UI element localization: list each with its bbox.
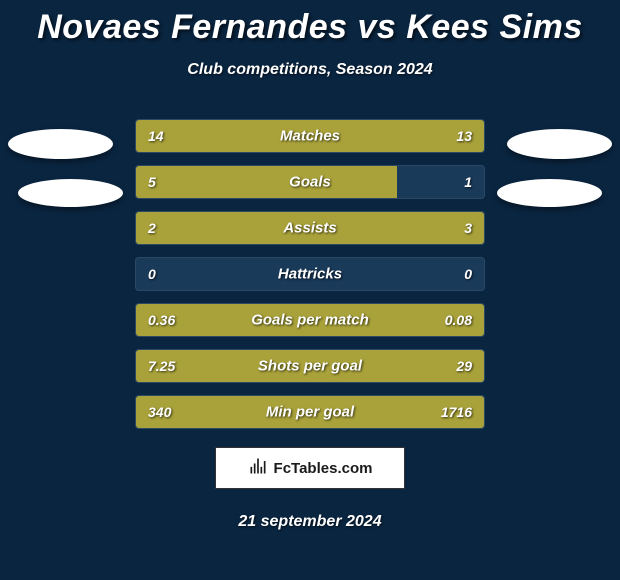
footer-text: FcTables.com [274, 460, 373, 477]
stat-row: Goals5 1 [135, 165, 485, 199]
stat-row: Shots per goal7.25 29 [135, 349, 485, 383]
stat-value-left: 0.36 [148, 312, 175, 328]
page-title: Novaes Fernandes vs Kees Sims [0, 0, 620, 47]
stat-value-right: 1 [464, 174, 472, 190]
date-label: 21 september 2024 [0, 513, 620, 531]
stat-value-right: 29 [456, 358, 472, 374]
stat-label: Matches [136, 128, 484, 145]
footer-attribution: FcTables.com [215, 447, 405, 489]
player-left-oval-2 [18, 179, 123, 207]
stat-rows: Matches14 13 Goals5 1 Assists2 3 Hattricks0 0 Go… [135, 119, 485, 429]
stat-label: Min per goal [136, 404, 484, 421]
player-left-oval-1 [8, 129, 113, 159]
stat-value-right: 3 [464, 220, 472, 236]
subtitle: Club competitions, Season 2024 [0, 61, 620, 79]
stat-value-left: 340 [148, 404, 171, 420]
stat-value-left: 0 [148, 266, 156, 282]
stat-value-left: 14 [148, 128, 164, 144]
stat-value-left: 2 [148, 220, 156, 236]
stat-label: Shots per goal [136, 358, 484, 375]
stat-row: Goals per match0.36 0.08 [135, 303, 485, 337]
player-right-oval-1 [507, 129, 612, 159]
stat-label: Assists [136, 220, 484, 237]
stat-value-left: 7.25 [148, 358, 175, 374]
stat-value-left: 5 [148, 174, 156, 190]
stat-value-right: 0 [464, 266, 472, 282]
stat-label: Hattricks [136, 266, 484, 283]
stat-row: Min per goal340 1716 [135, 395, 485, 429]
stat-value-right: 1716 [441, 404, 472, 420]
bar-chart-icon [248, 456, 268, 481]
player-right-oval-2 [497, 179, 602, 207]
stat-row: Hattricks0 0 [135, 257, 485, 291]
stat-value-right: 13 [456, 128, 472, 144]
comparison-chart: Matches14 13 Goals5 1 Assists2 3 Hattricks0 0 Go… [0, 119, 620, 429]
stat-label: Goals [136, 174, 484, 191]
stat-row: Assists2 3 [135, 211, 485, 245]
stat-label: Goals per match [136, 312, 484, 329]
stat-value-right: 0.08 [445, 312, 472, 328]
stat-row: Matches14 13 [135, 119, 485, 153]
